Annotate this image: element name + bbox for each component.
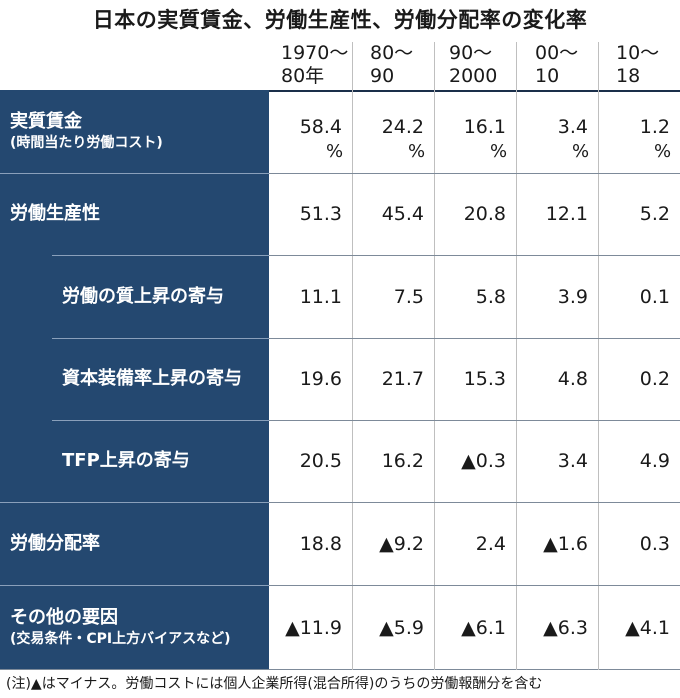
row-sublabel-text: (交易条件・CPI上方バイアスなど) [10, 630, 231, 647]
table-cell: ▲11.9 [285, 617, 342, 639]
row-label-text: 労働の質上昇の寄与 [62, 285, 224, 307]
table-cell: ▲9.2 [379, 533, 424, 555]
table-cell: 18.8 [299, 533, 342, 555]
row-divider [269, 420, 680, 421]
label-divider [0, 173, 269, 174]
table-cell: 2.4 [475, 533, 506, 555]
table-cell: 7.5 [393, 286, 424, 308]
table-cell: 51.3 [299, 203, 342, 225]
row-label: 実質賃金 (時間当たり労働コスト) [10, 90, 163, 173]
chart-title: 日本の実質賃金、労働生産性、労働分配率の変化率 [92, 8, 588, 32]
table-cell: 5.8 [475, 286, 506, 308]
table-cell: ▲6.3 [543, 617, 588, 639]
column-header-line1: 10〜 [616, 42, 660, 64]
table-cell: 45.4 [381, 203, 424, 225]
unit-label: % [326, 141, 344, 162]
column-header-line1: 00〜 [535, 42, 579, 64]
row-divider [269, 338, 680, 339]
table-cell: 21.7 [381, 368, 424, 390]
column-header-line1: 80〜 [370, 42, 414, 64]
row-label-text: その他の要因 [10, 606, 118, 628]
column-header: 1970〜 80年 [281, 42, 348, 90]
row-sublabel-text: (時間当たり労働コスト) [10, 134, 163, 151]
table-cell: 20.5 [299, 450, 342, 472]
table-cell: 19.6 [299, 368, 342, 390]
column-divider [434, 42, 435, 670]
row-label: 労働生産性 [10, 173, 100, 255]
row-label: TFP上昇の寄与 [62, 420, 190, 502]
row-divider [269, 502, 680, 503]
column-header: 10〜 18 [616, 42, 659, 90]
column-header: 80〜 90 [370, 42, 413, 90]
column-header: 90〜 2000 [449, 42, 497, 90]
footnote: (注)▲はマイナス。労働コストには個人企業所得(混合所得)のうちの労働報酬分を含… [6, 676, 543, 692]
table-cell: ▲5.9 [379, 617, 424, 639]
row-label-panel [0, 90, 269, 670]
column-header-line2: 90 [370, 65, 395, 87]
header-rule [269, 90, 680, 92]
row-label: 労働分配率 [10, 502, 100, 585]
table-cell: 16.1 [463, 116, 506, 138]
table-cell: 5.2 [639, 203, 670, 225]
row-divider [269, 255, 680, 256]
table-cell: 4.8 [557, 368, 588, 390]
column-header-line2: 80年 [281, 65, 325, 87]
row-label-text: TFP上昇の寄与 [62, 450, 190, 471]
label-divider [0, 585, 269, 586]
table-cell: 15.3 [463, 368, 506, 390]
table-cell: ▲1.6 [543, 533, 588, 555]
column-divider [598, 42, 599, 670]
unit-label: % [490, 141, 508, 162]
row-label-text: 労働分配率 [10, 532, 100, 554]
row-label: その他の要因 (交易条件・CPI上方バイアスなど) [10, 585, 231, 670]
table-cell: 3.4 [557, 450, 588, 472]
table-cell: ▲6.1 [461, 617, 506, 639]
table-cell: 12.1 [545, 203, 588, 225]
column-divider [352, 42, 353, 670]
table-cell: 58.4 [299, 116, 342, 138]
unit-label: % [654, 141, 672, 162]
table-cell: 24.2 [381, 116, 424, 138]
label-divider [0, 502, 269, 503]
table-cell: 3.4 [557, 116, 588, 138]
label-divider [52, 338, 269, 339]
table-cell: 1.2 [639, 116, 670, 138]
table-cell: 0.1 [639, 286, 670, 308]
table-cell: 4.9 [639, 450, 670, 472]
row-label-text: 労働生産性 [10, 203, 100, 224]
label-divider [52, 255, 269, 256]
column-header: 00〜 10 [535, 42, 578, 90]
unit-label: % [572, 141, 590, 162]
table-cell: 0.3 [639, 533, 670, 555]
row-label-text: 資本装備率上昇の寄与 [62, 368, 242, 389]
table-cell: ▲4.1 [625, 617, 670, 639]
table-cell: ▲0.3 [461, 450, 506, 472]
table-cell: 11.1 [299, 286, 342, 308]
row-divider [269, 173, 680, 174]
table-cell: 16.2 [381, 450, 424, 472]
table-cell: 20.8 [463, 203, 506, 225]
column-divider [516, 42, 517, 670]
row-label: 労働の質上昇の寄与 [62, 255, 224, 338]
column-header-line2: 2000 [449, 65, 498, 87]
bottom-rule [0, 669, 680, 670]
column-header-line1: 1970〜 [281, 42, 349, 64]
column-header-line2: 18 [616, 65, 641, 87]
row-label: 資本装備率上昇の寄与 [62, 338, 242, 420]
label-divider [52, 420, 269, 421]
column-header-line2: 10 [535, 65, 560, 87]
table-cell: 0.2 [639, 368, 670, 390]
row-divider [269, 585, 680, 586]
column-header-line1: 90〜 [449, 42, 493, 64]
unit-label: % [408, 141, 426, 162]
table-cell: 3.9 [557, 286, 588, 308]
column-header-row: 1970〜 80年 80〜 90 90〜 2000 00〜 10 10〜 18 [0, 42, 680, 90]
row-label-text: 実質賃金 [10, 110, 82, 132]
